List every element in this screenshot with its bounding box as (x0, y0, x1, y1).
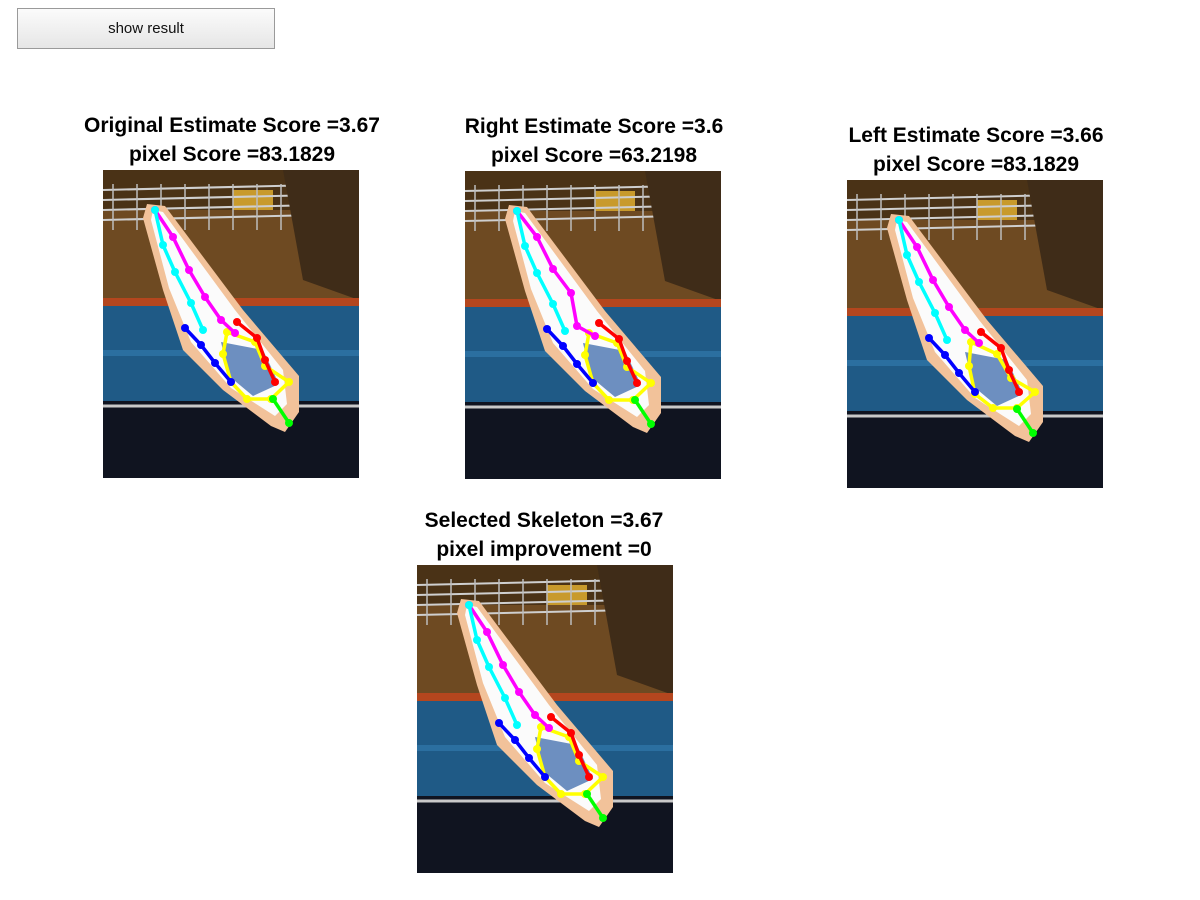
show-result-button[interactable]: show result (17, 8, 275, 49)
selected-score-label: Selected Skeleton =3.67 (424, 509, 664, 532)
photo-scene (103, 170, 359, 478)
left-pixel-score-label: pixel Score =83.1829 (872, 153, 1080, 176)
photo-scene (847, 180, 1103, 488)
right-score-label: Right Estimate Score =3.6 (464, 115, 724, 138)
right-estimate-title: Right Estimate Score =3.6 pixel Score =6… (384, 112, 804, 170)
photo-scene (465, 171, 721, 479)
left-estimate-title: Left Estimate Score =3.66 pixel Score =8… (766, 121, 1186, 179)
original-estimate-image (103, 170, 359, 478)
left-score-label: Left Estimate Score =3.66 (848, 124, 1104, 147)
right-pixel-score-label: pixel Score =63.2198 (490, 144, 698, 167)
original-score-label: Original Estimate Score =3.67 (84, 114, 380, 137)
right-estimate-image (465, 171, 721, 479)
left-estimate-image (847, 180, 1103, 488)
original-pixel-score-label: pixel Score =83.1829 (128, 143, 336, 166)
selected-pixel-improvement-label: pixel improvement =0 (436, 538, 652, 561)
original-estimate-title: Original Estimate Score =3.67 pixel Scor… (22, 111, 442, 169)
selected-skeleton-image (417, 565, 673, 873)
selected-skeleton-title: Selected Skeleton =3.67 pixel improvemen… (334, 506, 754, 564)
photo-scene (417, 565, 673, 873)
